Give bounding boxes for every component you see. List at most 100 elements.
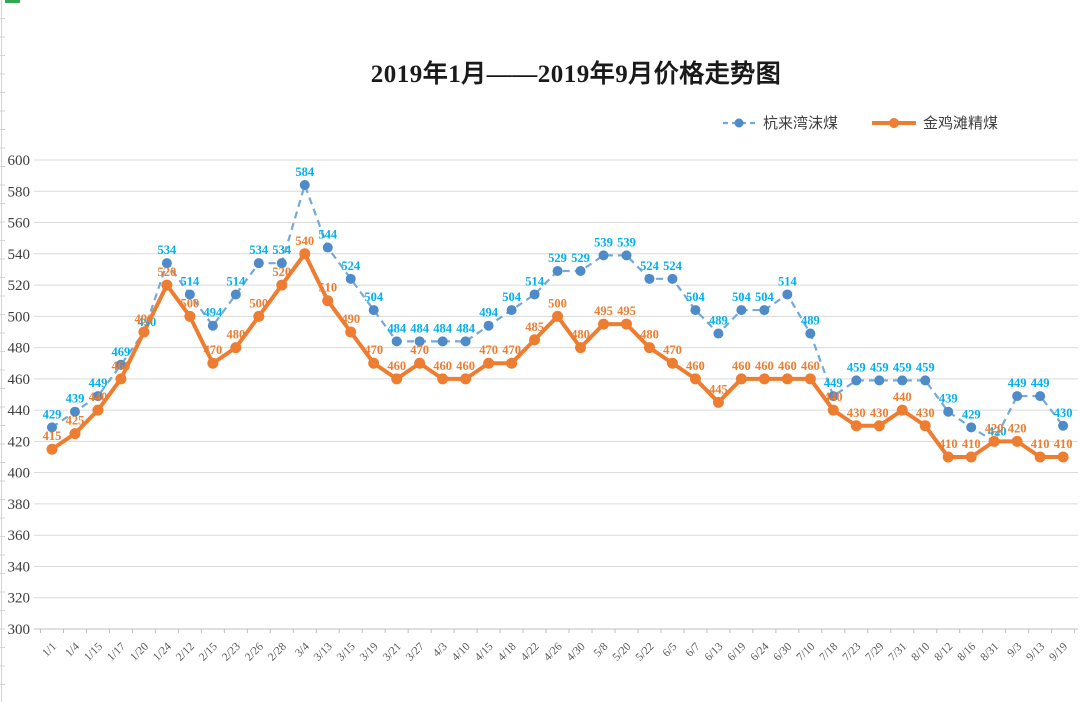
data-point-marker-hanglaiwan[interactable] — [368, 305, 379, 316]
data-label: 529 — [548, 251, 567, 265]
data-label: 584 — [295, 165, 315, 179]
data-point-marker-jinjitan[interactable] — [368, 357, 380, 369]
data-point-marker-hanglaiwan[interactable] — [713, 328, 724, 339]
data-point-marker-hanglaiwan[interactable] — [736, 305, 747, 316]
data-point-marker-hanglaiwan[interactable] — [115, 359, 126, 370]
data-point-marker-jinjitan[interactable] — [69, 428, 81, 440]
data-point-marker-jinjitan[interactable] — [598, 318, 610, 330]
data-point-marker-hanglaiwan[interactable] — [828, 391, 839, 402]
data-point-marker-hanglaiwan[interactable] — [46, 422, 57, 433]
data-point-marker-hanglaiwan[interactable] — [897, 375, 908, 386]
data-point-marker-hanglaiwan[interactable] — [506, 305, 517, 316]
data-point-marker-jinjitan[interactable] — [115, 373, 127, 385]
data-point-marker-hanglaiwan[interactable] — [391, 336, 402, 347]
data-point-marker-jinjitan[interactable] — [827, 404, 839, 416]
data-point-marker-hanglaiwan[interactable] — [759, 305, 770, 316]
data-point-marker-jinjitan[interactable] — [207, 357, 219, 369]
data-point-marker-jinjitan[interactable] — [391, 373, 403, 385]
data-point-marker-hanglaiwan[interactable] — [874, 375, 885, 386]
data-point-marker-jinjitan[interactable] — [850, 420, 862, 432]
data-point-marker-jinjitan[interactable] — [873, 420, 885, 432]
series-hanglaiwan[interactable] — [46, 180, 1069, 447]
data-point-marker-hanglaiwan[interactable] — [483, 320, 494, 331]
data-point-marker-jinjitan[interactable] — [575, 342, 587, 354]
data-point-marker-hanglaiwan[interactable] — [529, 289, 540, 300]
legend-item-jinjitan[interactable]: 金鸡滩精煤 — [872, 112, 998, 133]
series-jinjitan[interactable] — [46, 248, 1069, 463]
data-point-marker-hanglaiwan[interactable] — [644, 273, 655, 284]
data-point-marker-hanglaiwan[interactable] — [920, 375, 931, 386]
data-point-marker-jinjitan[interactable] — [483, 357, 495, 369]
data-point-marker-jinjitan[interactable] — [1011, 435, 1023, 447]
data-point-marker-hanglaiwan[interactable] — [276, 258, 287, 269]
data-point-marker-hanglaiwan[interactable] — [322, 242, 333, 253]
data-point-marker-hanglaiwan[interactable] — [851, 375, 862, 386]
data-point-marker-jinjitan[interactable] — [253, 310, 265, 322]
data-point-marker-jinjitan[interactable] — [781, 373, 793, 385]
data-point-marker-jinjitan[interactable] — [529, 334, 541, 346]
data-point-marker-jinjitan[interactable] — [689, 373, 701, 385]
y-tick-label: 420 — [8, 434, 31, 450]
data-point-marker-hanglaiwan[interactable] — [667, 273, 678, 284]
x-tick-label: 2/15 — [197, 640, 220, 663]
data-point-marker-hanglaiwan[interactable] — [598, 250, 609, 261]
data-point-marker-jinjitan[interactable] — [804, 373, 816, 385]
data-label: 470 — [410, 343, 429, 357]
data-point-marker-hanglaiwan[interactable] — [437, 336, 448, 347]
data-label: 439 — [939, 392, 958, 406]
data-point-marker-hanglaiwan[interactable] — [805, 328, 816, 339]
data-point-marker-jinjitan[interactable] — [184, 310, 196, 322]
data-point-marker-jinjitan[interactable] — [965, 451, 977, 463]
data-point-marker-jinjitan[interactable] — [138, 326, 150, 338]
data-point-marker-hanglaiwan[interactable] — [1012, 391, 1023, 402]
data-point-marker-hanglaiwan[interactable] — [1035, 391, 1046, 402]
data-point-marker-hanglaiwan[interactable] — [966, 422, 977, 433]
data-point-marker-hanglaiwan[interactable] — [690, 305, 701, 316]
data-point-marker-jinjitan[interactable] — [552, 310, 564, 322]
data-point-marker-jinjitan[interactable] — [643, 342, 655, 354]
data-point-marker-jinjitan[interactable] — [506, 357, 518, 369]
data-point-marker-jinjitan[interactable] — [735, 373, 747, 385]
data-point-marker-jinjitan[interactable] — [896, 404, 908, 416]
data-point-marker-jinjitan[interactable] — [758, 373, 770, 385]
data-point-marker-jinjitan[interactable] — [919, 420, 931, 432]
data-point-marker-jinjitan[interactable] — [322, 295, 334, 307]
data-point-marker-jinjitan[interactable] — [437, 373, 449, 385]
data-point-marker-hanglaiwan[interactable] — [460, 336, 471, 347]
data-point-marker-jinjitan[interactable] — [46, 443, 58, 455]
data-point-marker-hanglaiwan[interactable] — [69, 406, 80, 417]
data-point-marker-jinjitan[interactable] — [460, 373, 472, 385]
data-point-marker-hanglaiwan[interactable] — [207, 320, 218, 331]
data-point-marker-hanglaiwan[interactable] — [230, 289, 241, 300]
data-point-marker-hanglaiwan[interactable] — [621, 250, 632, 261]
data-point-marker-jinjitan[interactable] — [276, 279, 288, 291]
data-point-marker-hanglaiwan[interactable] — [299, 180, 310, 191]
data-point-marker-hanglaiwan[interactable] — [575, 265, 586, 276]
data-point-marker-hanglaiwan[interactable] — [782, 289, 793, 300]
data-point-marker-jinjitan[interactable] — [1057, 451, 1069, 463]
data-point-marker-jinjitan[interactable] — [666, 357, 678, 369]
legend-item-hanglaiwan[interactable]: 杭来湾沫煤 — [722, 112, 838, 133]
data-point-marker-hanglaiwan[interactable] — [92, 391, 103, 402]
data-point-marker-hanglaiwan[interactable] — [345, 273, 356, 284]
data-point-marker-jinjitan[interactable] — [92, 404, 104, 416]
data-point-marker-hanglaiwan[interactable] — [161, 258, 172, 269]
data-point-marker-jinjitan[interactable] — [161, 279, 173, 291]
data-point-marker-jinjitan[interactable] — [345, 326, 357, 338]
data-point-marker-hanglaiwan[interactable] — [414, 336, 425, 347]
data-point-marker-hanglaiwan[interactable] — [184, 289, 195, 300]
data-point-marker-hanglaiwan[interactable] — [943, 406, 954, 417]
data-point-marker-jinjitan[interactable] — [988, 435, 1000, 447]
data-point-marker-jinjitan[interactable] — [620, 318, 632, 330]
data-point-marker-jinjitan[interactable] — [712, 396, 724, 408]
data-label: 500 — [180, 296, 199, 310]
data-point-marker-jinjitan[interactable] — [942, 451, 954, 463]
data-point-marker-jinjitan[interactable] — [1034, 451, 1046, 463]
data-point-marker-hanglaiwan[interactable] — [1058, 420, 1069, 431]
data-point-marker-jinjitan[interactable] — [299, 248, 311, 260]
data-point-marker-jinjitan[interactable] — [230, 342, 242, 354]
data-point-marker-hanglaiwan[interactable] — [552, 265, 563, 276]
data-point-marker-jinjitan[interactable] — [414, 357, 426, 369]
data-point-marker-hanglaiwan[interactable] — [253, 258, 264, 269]
